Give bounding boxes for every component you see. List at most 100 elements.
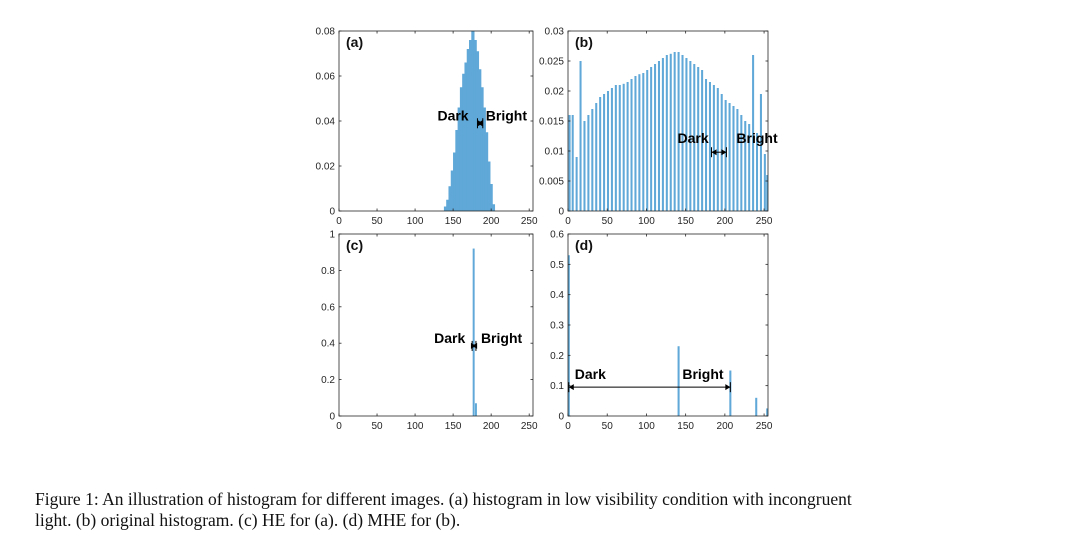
annotation-dark-label-c: Dark xyxy=(434,330,465,346)
xtick-label-a-2: 100 xyxy=(407,216,424,227)
ytick-label-d-2: 0.2 xyxy=(550,351,564,362)
ytick-label-d-3: 0.3 xyxy=(550,321,564,332)
bar-b-42 xyxy=(732,106,735,211)
xtick-label-d-3: 150 xyxy=(677,421,694,432)
ytick-label-b-3: 0.015 xyxy=(539,117,564,128)
ytick-label-c-0: 0 xyxy=(329,412,335,423)
bar-a-20 xyxy=(489,184,493,211)
bar-b-51 xyxy=(766,175,768,211)
bar-b-1 xyxy=(571,115,574,211)
bar-b-17 xyxy=(634,76,637,211)
bar-c-1 xyxy=(474,403,477,416)
bar-a-10 xyxy=(466,49,470,211)
bar-b-47 xyxy=(752,55,755,211)
bar-b-10 xyxy=(606,91,610,211)
annotation-arrowhead-right-b xyxy=(721,149,727,156)
xtick-label-b-3: 150 xyxy=(677,216,694,227)
bar-a-14 xyxy=(475,51,480,211)
xtick-label-b-0: 0 xyxy=(565,216,571,227)
bar-b-9 xyxy=(603,94,606,211)
bar-b-24 xyxy=(661,58,664,211)
bar-b-2 xyxy=(575,157,578,211)
xtick-label-b-1: 50 xyxy=(602,216,614,227)
panel-b: 0 50 100 150 200 250 0 0.005 0.01 0.015 0.02 0.025 0… xyxy=(539,27,778,228)
annotation-bright-label-b: Bright xyxy=(736,130,778,146)
bar-b-7 xyxy=(595,103,598,211)
bar-b-36 xyxy=(708,82,711,211)
xtick-label-c-5: 250 xyxy=(521,421,538,432)
ytick-label-d-1: 0.1 xyxy=(550,381,564,392)
bar-a-8 xyxy=(462,73,466,211)
bar-a-12 xyxy=(471,31,475,211)
bar-b-11 xyxy=(610,88,613,211)
xtick-label-a-3: 150 xyxy=(445,216,462,227)
annotation-arrowhead-left-b xyxy=(711,149,717,156)
xtick-label-d-4: 200 xyxy=(717,421,734,432)
bar-b-30 xyxy=(685,58,688,211)
bar-c-0 xyxy=(472,248,475,416)
bar-b-8 xyxy=(599,97,602,211)
bar-a-18 xyxy=(484,132,489,211)
xtick-label-a-1: 50 xyxy=(371,216,383,227)
bar-b-45 xyxy=(744,121,747,211)
xtick-label-d-2: 100 xyxy=(638,421,655,432)
ytick-label-d-6: 0.6 xyxy=(550,230,564,241)
axes-box-c xyxy=(338,233,534,417)
ytick-label-a-2: 0.04 xyxy=(316,117,336,128)
xtick-label-b-4: 200 xyxy=(717,216,734,227)
xtick-label-c-2: 100 xyxy=(407,421,424,432)
ytick-label-c-2: 0.4 xyxy=(321,339,335,350)
annotation-arrowhead-right-d xyxy=(725,384,731,391)
xtick-label-d-1: 50 xyxy=(602,421,614,432)
bar-b-35 xyxy=(705,79,708,211)
xtick-label-c-4: 200 xyxy=(483,421,500,432)
panel-c: 0 50 100 150 200 250 0 0.2 0.4 0.6 0.8 1 (c) Dark Brig… xyxy=(321,230,538,433)
bar-b-16 xyxy=(630,79,633,211)
panel-label-c: (c) xyxy=(346,237,363,253)
bar-b-29 xyxy=(681,55,684,211)
annotation-arrowhead-right-c xyxy=(470,342,476,349)
bar-a-13 xyxy=(473,40,477,211)
xtick-label-c-0: 0 xyxy=(336,421,342,432)
bar-a-19 xyxy=(487,161,491,211)
annotation-bright-label-c: Bright xyxy=(481,330,523,346)
bar-b-40 xyxy=(724,100,727,211)
bar-b-18 xyxy=(638,74,641,211)
xtick-label-d-5: 250 xyxy=(756,421,773,432)
panel-label-d: (d) xyxy=(575,237,593,253)
xtick-label-b-2: 100 xyxy=(638,216,655,227)
bar-b-38 xyxy=(716,88,719,211)
bar-b-4 xyxy=(583,121,586,211)
panel-a: 0 50 100 150 200 250 0 0.02 0.04 0.06 0.08 (a) Dark B… xyxy=(316,27,538,228)
bar-b-34 xyxy=(701,70,704,211)
xtick-label-c-3: 150 xyxy=(445,421,462,432)
bar-b-6 xyxy=(591,109,594,211)
bar-a-3 xyxy=(450,170,454,211)
bar-b-37 xyxy=(712,85,715,211)
annotation-arrowhead-right-a xyxy=(477,120,483,127)
ytick-label-d-5: 0.5 xyxy=(550,260,564,271)
bar-a-7 xyxy=(459,87,464,211)
ytick-label-b-6: 0.03 xyxy=(545,27,565,38)
bar-a-1 xyxy=(446,199,450,211)
bar-b-25 xyxy=(665,55,668,211)
bar-b-46 xyxy=(748,124,751,211)
figure-caption: Figure 1: An illustration of histogram f… xyxy=(35,489,1065,531)
bar-b-49 xyxy=(759,94,762,211)
bar-b-13 xyxy=(618,85,621,211)
bar-b-15 xyxy=(626,82,629,211)
ytick-label-c-1: 0.2 xyxy=(321,375,335,386)
axes-box-d xyxy=(567,233,769,417)
bar-a-16 xyxy=(480,87,484,211)
ytick-label-a-0: 0 xyxy=(329,207,335,218)
ytick-label-b-2: 0.01 xyxy=(545,147,565,158)
annotation-dark-label-b: Dark xyxy=(678,130,709,146)
ytick-label-a-1: 0.02 xyxy=(316,162,336,173)
ytick-label-b-5: 0.025 xyxy=(539,57,564,68)
xtick-label-d-0: 0 xyxy=(565,421,571,432)
caption-line-1: Figure 1: An illustration of histogram f… xyxy=(35,489,852,509)
bar-b-50 xyxy=(763,154,766,211)
annotation-dark-label-d: Dark xyxy=(575,366,606,382)
ytick-label-a-4: 0.08 xyxy=(316,27,336,38)
